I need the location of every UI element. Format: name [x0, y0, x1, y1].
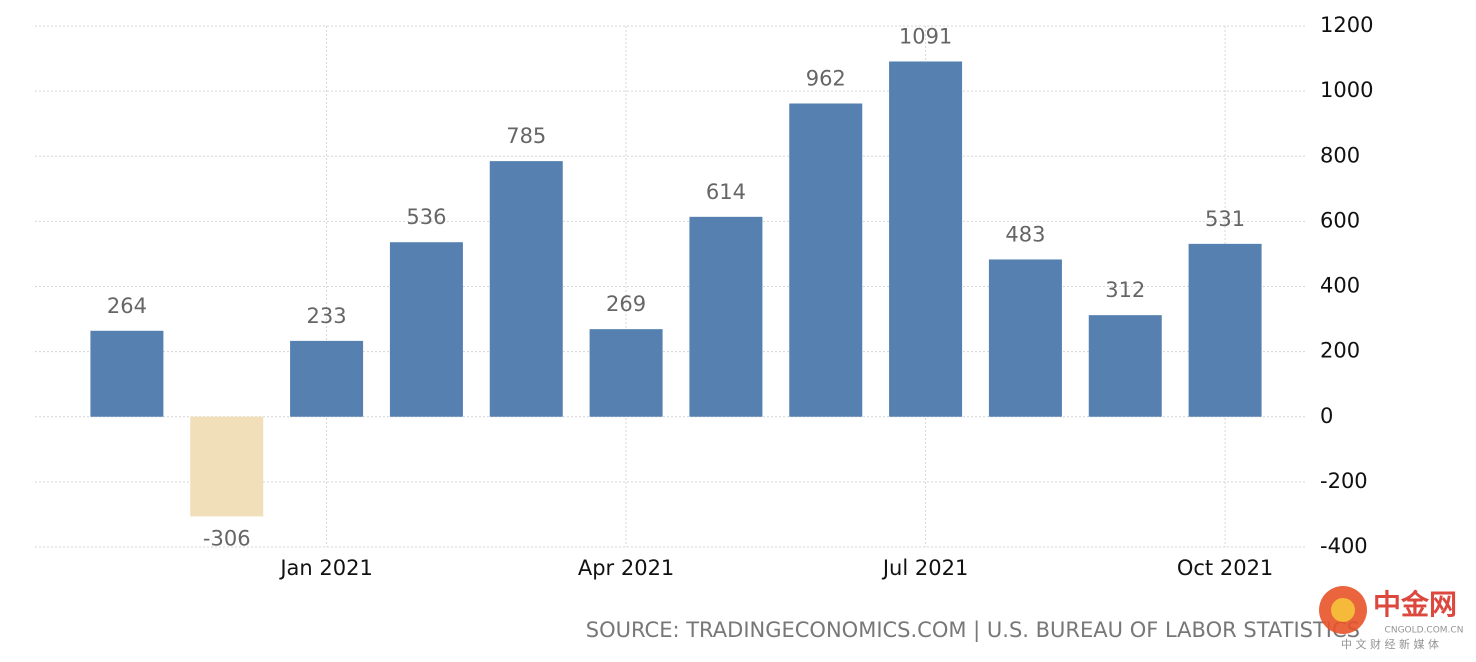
data-label: 962: [806, 66, 846, 90]
data-label: 264: [107, 294, 147, 318]
y-tick-label: 0: [1320, 404, 1333, 428]
data-label: 233: [307, 304, 347, 328]
bar: [190, 416, 264, 517]
watermark-logo-inner: [1331, 598, 1355, 622]
data-label: 269: [606, 292, 646, 316]
y-tick-label: -200: [1320, 469, 1368, 493]
x-tick-label: Jul 2021: [881, 556, 968, 580]
source: SOURCE: TRADINGECONOMICS.COM | U.S. BURE…: [586, 618, 1360, 643]
data-label: 312: [1105, 278, 1145, 302]
bar: [889, 61, 963, 417]
bar: [290, 340, 364, 417]
bar: [589, 329, 663, 417]
bar: [988, 259, 1062, 417]
y-tick-label: 200: [1320, 339, 1360, 363]
x-tick-label: Apr 2021: [578, 556, 674, 580]
y-tick-label: -400: [1320, 534, 1368, 558]
bar: [1188, 243, 1262, 417]
watermark: 中金网 CNGOLD.COM.CN 中 文 财 经 新 媒 体: [1319, 586, 1463, 651]
data-label: -306: [203, 526, 251, 550]
x-tick-label: Oct 2021: [1177, 556, 1273, 580]
y-tick-label: 1000: [1320, 78, 1373, 102]
bar: [1088, 315, 1162, 417]
bar: [789, 103, 863, 417]
y-tick-label: 400: [1320, 274, 1360, 298]
y-tick-label: 1200: [1320, 13, 1373, 37]
data-label: 531: [1205, 207, 1245, 231]
y-tick-label: 600: [1320, 208, 1360, 232]
data-label: 1091: [899, 24, 952, 48]
data-label: 785: [506, 124, 546, 148]
data-label: 483: [1005, 222, 1045, 246]
bar: [489, 161, 563, 417]
bar: [90, 330, 164, 417]
watermark-tagline: 中 文 财 经 新 媒 体: [1341, 637, 1439, 651]
data-label: 536: [406, 205, 446, 229]
data-label: 614: [706, 180, 746, 204]
y-tick-label: 800: [1320, 143, 1360, 167]
x-tick-label: Jan 2021: [278, 556, 373, 580]
watermark-name: 中金网: [1373, 588, 1457, 621]
bar: [689, 216, 763, 417]
watermark-domain: CNGOLD.COM.CN: [1385, 626, 1464, 636]
bar: [389, 242, 463, 417]
